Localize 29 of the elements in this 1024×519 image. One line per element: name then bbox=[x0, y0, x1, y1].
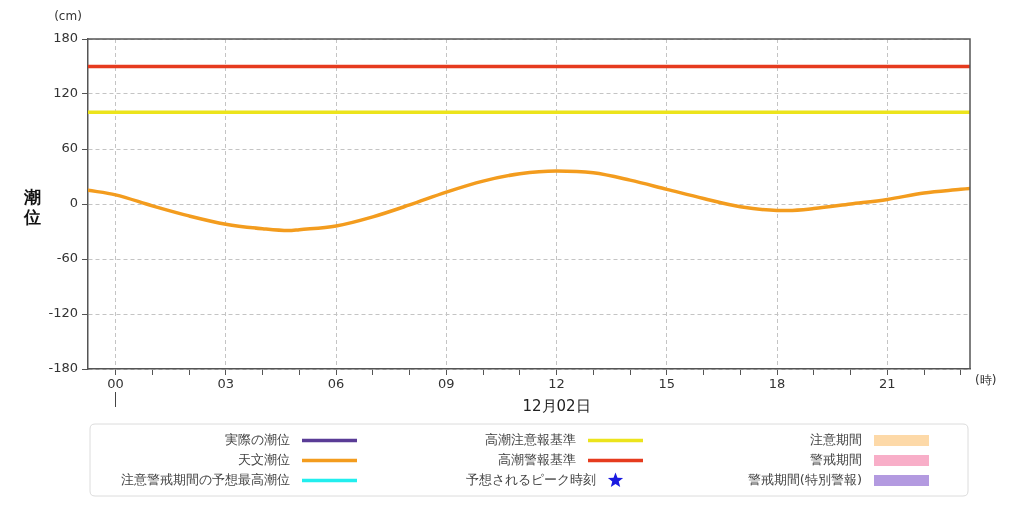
y-tick-label: 120 bbox=[53, 85, 78, 101]
x-tick-label: 12 bbox=[548, 376, 565, 392]
legend-label: 高潮警報基準 bbox=[498, 451, 576, 467]
x-tick-label: 00 bbox=[107, 376, 124, 392]
x-tick-label: 15 bbox=[658, 376, 676, 392]
y-axis-title: 潮位 bbox=[23, 187, 41, 227]
legend-label: 予想されるピーク時刻 bbox=[465, 471, 596, 487]
legend-label: 注意期間 bbox=[810, 431, 862, 447]
legend-label: 警戒期間(特別警報) bbox=[747, 471, 862, 487]
y-tick-label: 180 bbox=[53, 30, 78, 46]
legend-label: 天文潮位 bbox=[238, 451, 290, 467]
x-tick-label: 09 bbox=[438, 376, 455, 392]
y-tick-label: -60 bbox=[56, 250, 78, 266]
x-tick-label: 21 bbox=[879, 376, 896, 392]
text: (cm) bbox=[54, 9, 82, 24]
legend-label: 高潮注意報基準 bbox=[485, 431, 576, 447]
x-tick-label: 06 bbox=[327, 376, 345, 392]
legend-label: 警戒期間 bbox=[810, 451, 862, 467]
x-tick-label: 18 bbox=[768, 376, 786, 392]
text: 12月02日 bbox=[522, 396, 591, 415]
y-tick-label: 60 bbox=[61, 140, 78, 156]
x-axis-title: (時) bbox=[975, 373, 997, 388]
y-tick-label: -180 bbox=[48, 360, 78, 376]
legend-label: 注意警戒期間の予想最高潮位 bbox=[121, 471, 290, 487]
x-tick-label: 03 bbox=[217, 376, 235, 392]
line-series bbox=[88, 169, 970, 233]
y-tick-label: 0 bbox=[69, 195, 78, 211]
y-tick-label: -120 bbox=[48, 305, 78, 321]
legend-label: 実際の潮位 bbox=[225, 431, 290, 447]
